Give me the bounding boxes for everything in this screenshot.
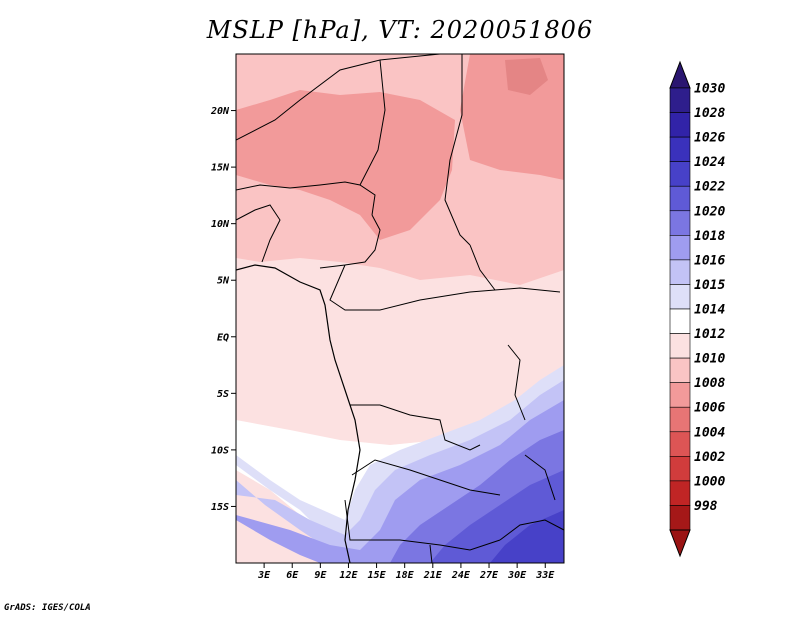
colorbar-cell <box>669 333 691 359</box>
colorbar-cell <box>669 284 691 310</box>
lat-tick-label: 10S <box>211 445 229 456</box>
colorbar: 1030 1028 1026 1024 1022 1020 1018 1016 1015 1014… <box>669 60 725 558</box>
chart-title: MSLP [hPa], VT: 2020051806 <box>206 16 594 44</box>
colorbar-label: 1010 <box>694 352 725 367</box>
colorbar-label: 1030 <box>694 82 725 97</box>
colorbar-cell <box>669 308 691 334</box>
colorbar-cell <box>669 406 691 433</box>
lon-tick-label: 21E <box>423 570 443 581</box>
colorbar-label: 1002 <box>694 450 725 465</box>
colorbar-label: 1004 <box>694 425 725 440</box>
region-1024 <box>490 510 564 563</box>
colorbar-label: 1022 <box>694 180 725 195</box>
lat-tick-label: 5N <box>217 276 230 287</box>
colorbar-label: 1008 <box>694 376 725 391</box>
lon-tick-label: 18E <box>396 570 415 581</box>
region-1008-west <box>236 90 455 240</box>
lon-tick-label: 9E <box>314 570 327 581</box>
lat-tick-label: EQ <box>217 332 229 343</box>
colorbar-cell <box>669 112 691 138</box>
colorbar-cell <box>669 382 691 408</box>
lon-tick-label: 30E <box>507 570 527 581</box>
colorbar-label: 1018 <box>694 229 725 244</box>
colorbar-top-arrow <box>669 60 691 89</box>
lat-tick-label: 15S <box>211 502 229 513</box>
colorbar-label: 998 <box>694 499 718 514</box>
colorbar-cell <box>669 357 691 383</box>
colorbar-label: 1020 <box>694 204 725 219</box>
colorbar-label: 1012 <box>694 327 725 342</box>
colorbar-cell <box>669 456 691 482</box>
lon-tick-label: 27E <box>479 570 499 581</box>
colorbar-label: 1026 <box>694 131 725 146</box>
colorbar-label: 1006 <box>694 401 725 416</box>
colorbar-cell <box>669 235 691 261</box>
coastline <box>236 264 361 563</box>
colorbar-cell <box>669 136 691 162</box>
colorbar-label: 1024 <box>694 155 725 170</box>
colorbar-label: 1000 <box>694 474 725 489</box>
colorbar-label: 1016 <box>694 253 725 268</box>
colorbar-labels: 1030 1028 1026 1024 1022 1020 1018 1016 1015 1014… <box>694 82 725 514</box>
lon-tick-label: 12E <box>339 570 358 581</box>
map-frame <box>235 53 565 564</box>
colorbar-label: 1014 <box>694 303 725 318</box>
colorbar-cell <box>669 161 691 187</box>
country-borders <box>236 54 564 563</box>
colorbar-cell <box>669 431 691 457</box>
lon-tick-label: 24E <box>451 570 471 581</box>
region-1006 <box>505 58 548 95</box>
colorbar-cell <box>669 210 691 236</box>
colorbar-cells <box>669 87 691 531</box>
lat-tick-label: 10N <box>211 219 230 230</box>
colorbar-cell <box>669 259 691 285</box>
colorbar-cell <box>669 185 691 212</box>
lon-tick-label: 33E <box>535 570 555 581</box>
pressure-field <box>236 54 564 563</box>
lon-tick-label: 3E <box>257 570 271 581</box>
colorbar-cell <box>669 480 691 506</box>
lon-tick-label: 15E <box>368 570 387 581</box>
colorbar-label: 1028 <box>694 106 725 121</box>
latitude-ticks: 20N 15N 10N 5N EQ 5S 10S 15S <box>210 106 236 513</box>
lon-tick-label: 6E <box>286 570 299 581</box>
lat-tick-label: 20N <box>210 106 230 117</box>
lat-tick-label: 5S <box>217 389 229 400</box>
colorbar-cell <box>669 87 691 113</box>
colorbar-cell <box>669 505 691 531</box>
grads-credit: GrADS: IGES/COLA <box>4 603 91 613</box>
colorbar-bottom-arrow <box>669 529 691 558</box>
lat-tick-label: 15N <box>211 163 230 174</box>
longitude-ticks: 3E 6E 9E 12E 15E 18E 21E 24E 27E 30E 33E <box>257 563 555 581</box>
colorbar-label: 1015 <box>694 278 725 293</box>
